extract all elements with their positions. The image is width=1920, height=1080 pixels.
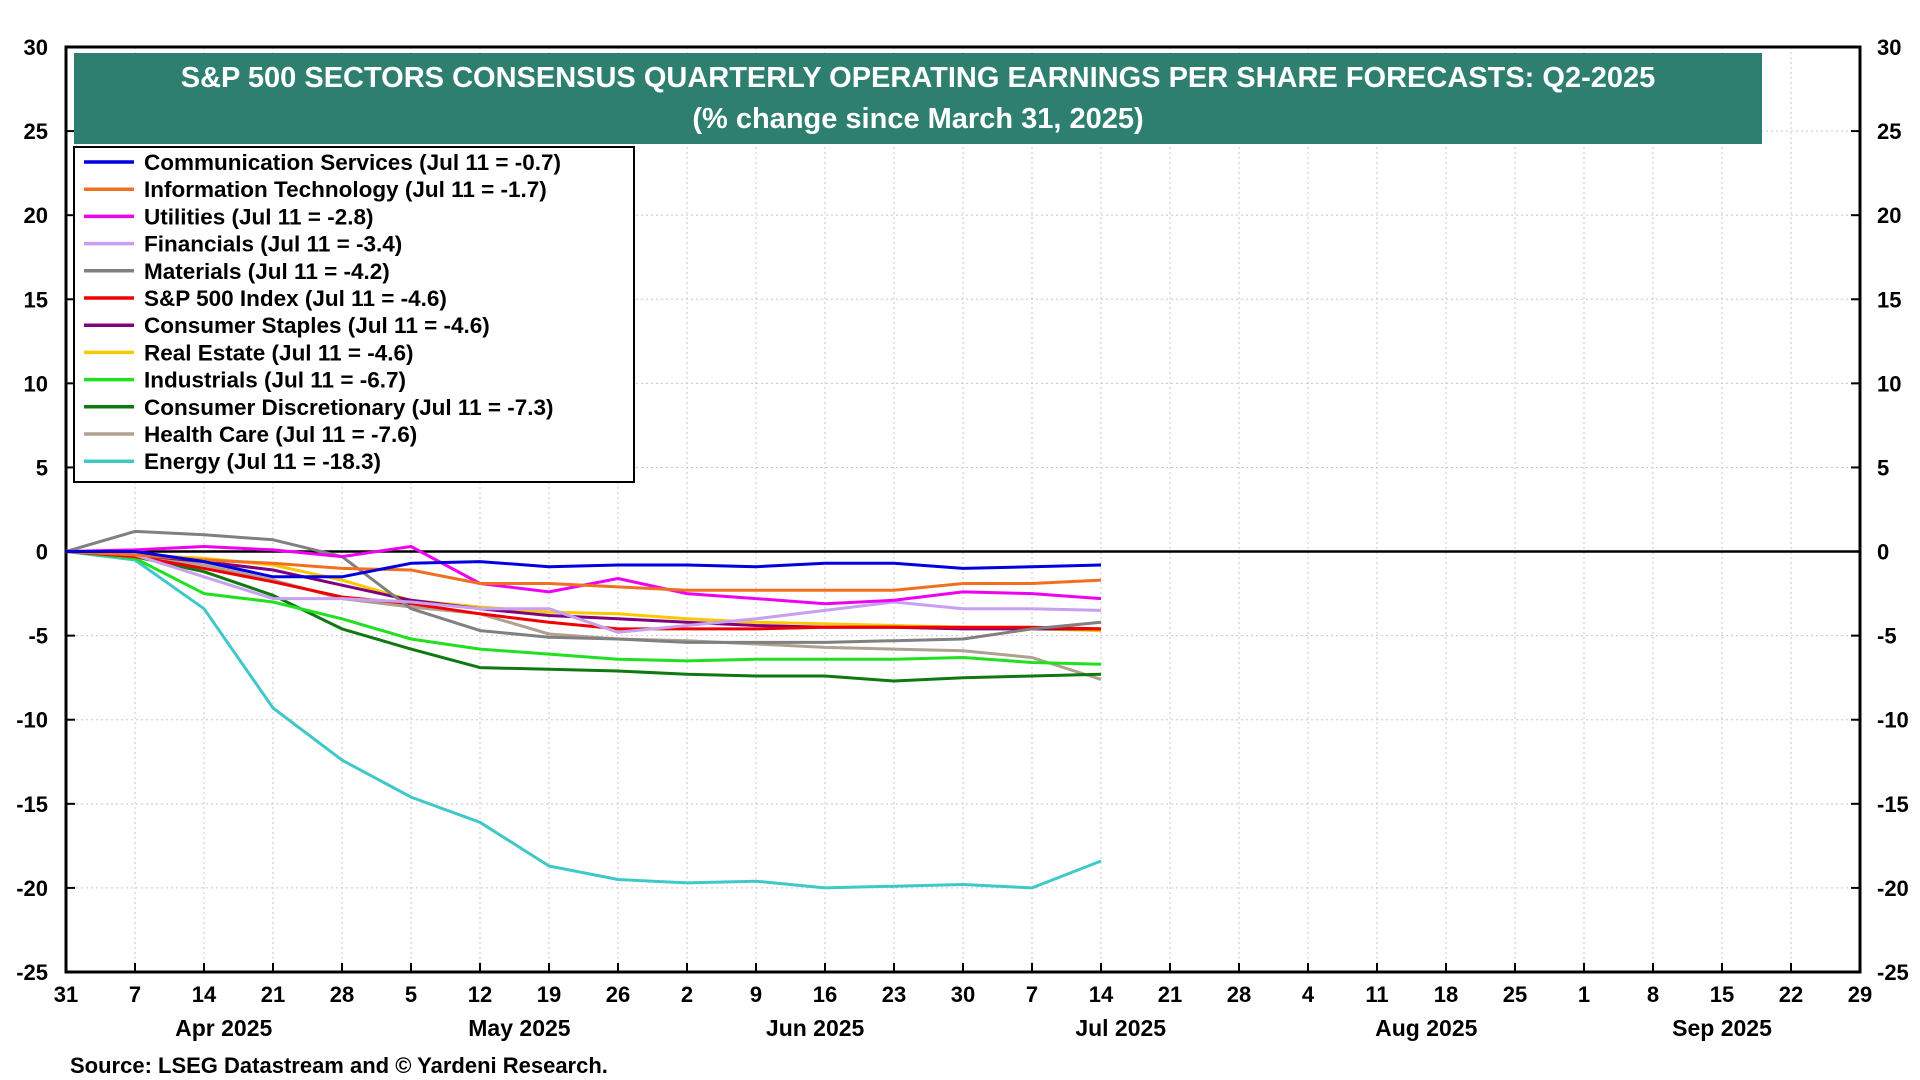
x-tick-label: 12 [468, 982, 492, 1007]
x-tick-label: 8 [1647, 982, 1659, 1007]
legend-label: Consumer Discretionary (Jul 11 = -7.3) [144, 395, 554, 420]
x-tick-label: 7 [1026, 982, 1038, 1007]
y-tick-label-left: 25 [24, 119, 48, 144]
legend: Communication Services (Jul 11 = -0.7)In… [73, 146, 635, 483]
series-line [65, 550, 1102, 681]
x-tick-label: 1 [1578, 982, 1590, 1007]
month-label: Jul 2025 [1075, 1015, 1166, 1041]
chart-subtitle: (% change since March 31, 2025) [692, 103, 1143, 135]
x-tick-label: 22 [1779, 982, 1803, 1007]
y-tick-label-left: 5 [36, 455, 48, 480]
chart-title: S&P 500 SECTORS CONSENSUS QUARTERLY OPER… [181, 62, 1656, 94]
x-tick-label: 5 [405, 982, 417, 1007]
legend-label: S&P 500 Index (Jul 11 = -4.6) [144, 286, 447, 311]
y-tick-label-right: 10 [1877, 371, 1901, 396]
y-tick-label-left: -20 [16, 876, 48, 901]
x-tick-label: 15 [1710, 982, 1734, 1007]
series-line [66, 550, 1102, 579]
y-tick-label-right: -15 [1877, 792, 1909, 817]
series-line [65, 550, 1102, 890]
y-tick-label-right: 15 [1877, 287, 1901, 312]
grid [65, 46, 1861, 973]
x-tick-label: 7 [129, 982, 141, 1007]
y-tick-label-left: -25 [16, 960, 48, 985]
series-line [65, 550, 1102, 683]
series-lines [65, 529, 1102, 890]
y-tick-label-left: -5 [28, 624, 48, 649]
y-tick-label-left: -15 [16, 792, 48, 817]
y-tick-label-left: 10 [24, 371, 48, 396]
x-tick-label: 18 [1434, 982, 1458, 1007]
month-label: Aug 2025 [1375, 1015, 1477, 1041]
month-label: Jun 2025 [766, 1015, 865, 1041]
legend-label: Consumer Staples (Jul 11 = -4.6) [144, 313, 490, 338]
month-label: Apr 2025 [175, 1015, 272, 1041]
title-band [74, 53, 1762, 144]
y-tick-label-left: 0 [36, 540, 48, 565]
x-tick-label: 26 [606, 982, 630, 1007]
legend-label: Health Care (Jul 11 = -7.6) [144, 422, 417, 447]
x-tick-label: 16 [813, 982, 837, 1007]
legend-box [73, 146, 635, 483]
x-tick-label: 4 [1302, 982, 1315, 1007]
series-line [65, 550, 1102, 592]
x-tick-label: 21 [1158, 982, 1182, 1007]
month-label: May 2025 [468, 1015, 571, 1041]
x-tick-label: 28 [330, 982, 354, 1007]
y-tick-label-right: 25 [1877, 119, 1901, 144]
month-label: Sep 2025 [1672, 1015, 1772, 1041]
x-tick-label: 31 [54, 982, 78, 1007]
y-tick-label-right: -20 [1877, 876, 1909, 901]
y-tick-label-left: 30 [24, 35, 48, 60]
x-tick-label: 29 [1848, 982, 1872, 1007]
series-line [65, 550, 1101, 631]
series-line [65, 550, 1102, 631]
y-tick-label-right: 30 [1877, 35, 1901, 60]
series-line [65, 529, 1102, 644]
legend-label: Industrials (Jul 11 = -6.7) [144, 368, 406, 393]
source-note: Source: LSEG Datastream and © Yardeni Re… [70, 1053, 608, 1078]
y-tick-label-right: -5 [1877, 624, 1897, 649]
x-tick-label: 30 [951, 982, 975, 1007]
y-tick-label-left: 20 [24, 203, 48, 228]
x-tick-label: 23 [882, 982, 906, 1007]
y-tick-label-right: 5 [1877, 455, 1889, 480]
x-tick-label: 28 [1227, 982, 1251, 1007]
x-tick-label: 25 [1503, 982, 1527, 1007]
legend-label: Communication Services (Jul 11 = -0.7) [144, 150, 561, 175]
x-tick-label: 21 [261, 982, 285, 1007]
y-tick-label-right: 20 [1877, 203, 1901, 228]
legend-label: Materials (Jul 11 = -4.2) [144, 259, 390, 284]
legend-label: Financials (Jul 11 = -3.4) [144, 232, 402, 257]
legend-label: Information Technology (Jul 11 = -1.7) [144, 177, 547, 202]
title-banner: S&P 500 SECTORS CONSENSUS QUARTERLY OPER… [74, 53, 1762, 144]
x-tick-label: 14 [192, 982, 217, 1007]
legend-label: Utilities (Jul 11 = -2.8) [144, 204, 373, 229]
x-tick-label: 19 [537, 982, 561, 1007]
y-tick-label-left: 15 [24, 287, 48, 312]
x-tick-label: 11 [1365, 982, 1388, 1007]
x-tick-label: 14 [1089, 982, 1114, 1007]
y-tick-label-right: -10 [1877, 708, 1909, 733]
legend-label: Real Estate (Jul 11 = -4.6) [144, 340, 414, 365]
y-tick-label-left: -10 [16, 708, 48, 733]
y-tick-label-right: 0 [1877, 540, 1889, 565]
y-tick-label-right: -25 [1877, 960, 1909, 985]
x-tick-label: 9 [750, 982, 762, 1007]
plot-frame [64, 45, 1862, 974]
legend-label: Energy (Jul 11 = -18.3) [144, 449, 381, 474]
series-line [65, 550, 1102, 666]
series-line [65, 550, 1102, 634]
x-tick-label: 2 [681, 982, 693, 1007]
